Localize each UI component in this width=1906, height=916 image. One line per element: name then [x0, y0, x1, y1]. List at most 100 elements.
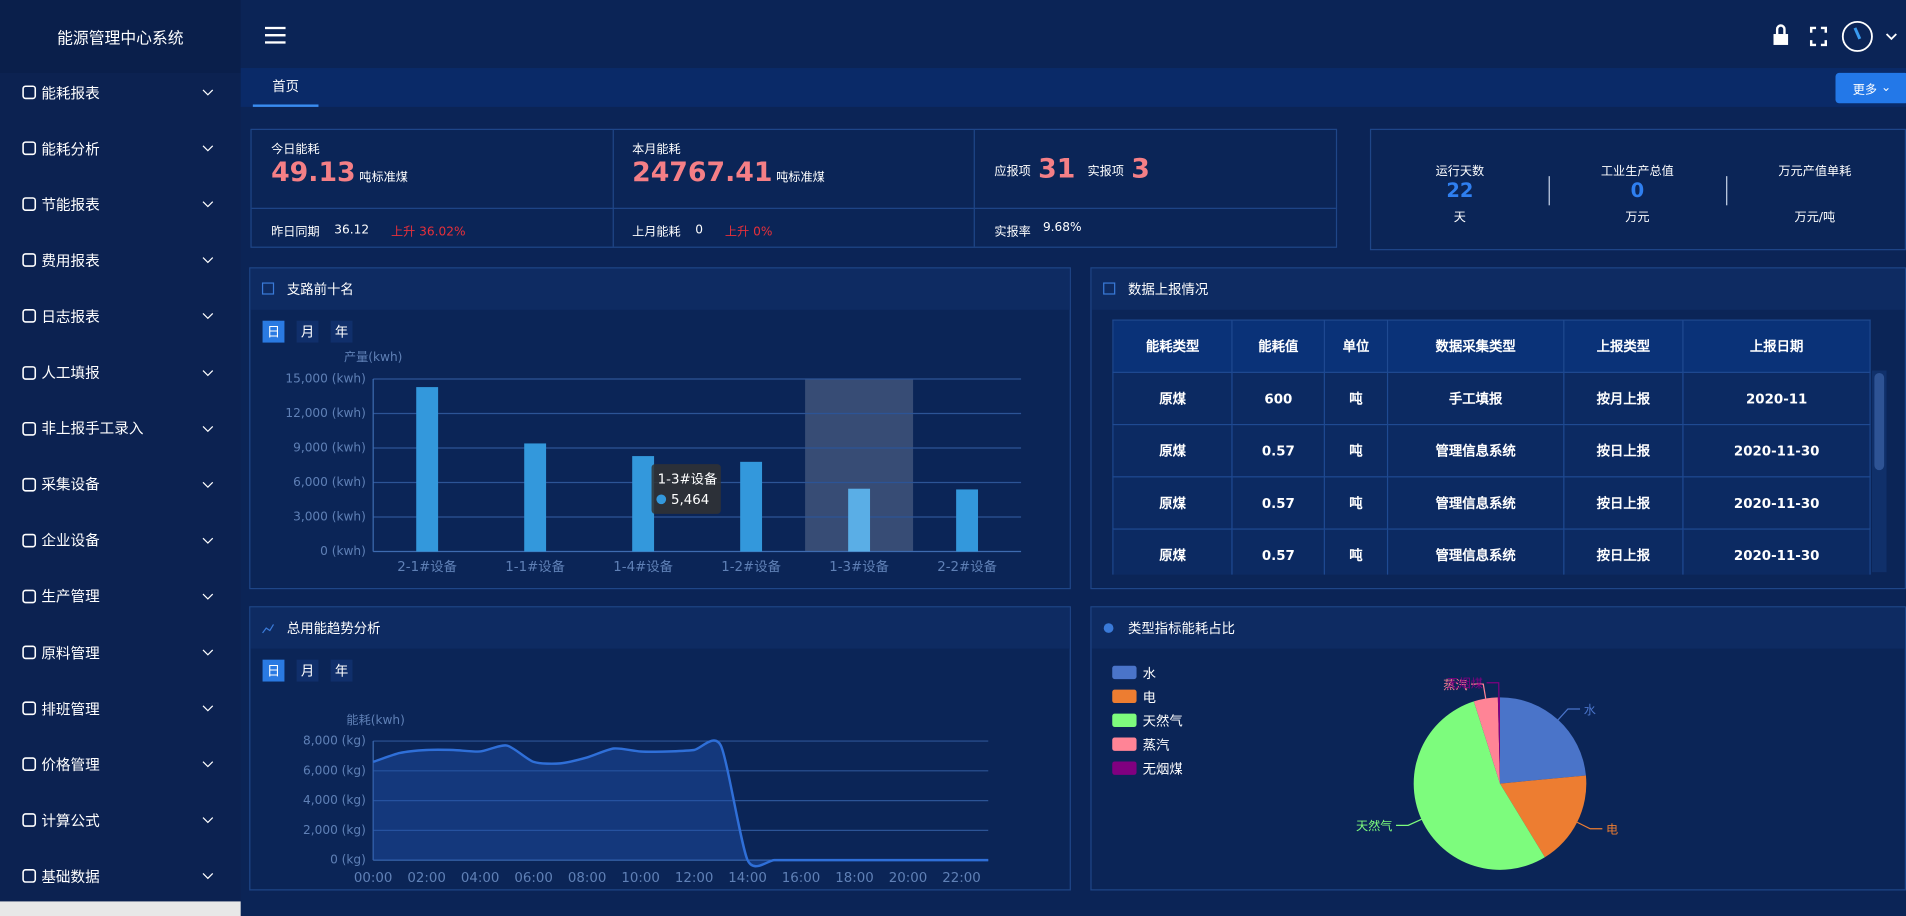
menu-item[interactable]: 费用报表	[0, 236, 241, 285]
y-tick-label: 2,000 (kg)	[303, 823, 366, 837]
compare-label: 上月能耗	[632, 225, 681, 240]
legend-label: 电	[1143, 690, 1156, 706]
menu-label: 节能报表	[41, 196, 100, 214]
stat-unit: 吨标准煤	[776, 171, 825, 185]
leader-line	[1471, 683, 1487, 699]
menu-item[interactable]: 原料管理	[0, 628, 241, 677]
pie-slice	[1497, 697, 1501, 784]
menu-icon	[22, 141, 37, 156]
y-tick-label: 8,000 (kg)	[303, 734, 366, 748]
tab[interactable]: 首页	[252, 68, 319, 107]
table-cell: 600	[1231, 371, 1325, 426]
panel-header: 支路前十名	[250, 268, 1070, 310]
lock-icon[interactable]	[1773, 24, 1789, 45]
menu-item[interactable]: 人工填报	[0, 348, 241, 397]
icon-shape	[22, 645, 37, 660]
chevron	[202, 481, 214, 488]
chevron	[202, 313, 214, 320]
table-cell: 管理信息系统	[1387, 423, 1565, 478]
menu-item[interactable]: 日志报表	[0, 292, 241, 341]
actual-label: 实报项	[1087, 165, 1124, 179]
menu-toggle[interactable]	[264, 26, 286, 44]
icon-shape	[22, 813, 37, 828]
leader-line	[1486, 682, 1500, 698]
summary-unit: 万元/吨	[1794, 211, 1836, 225]
avatar-dropdown[interactable]	[1885, 33, 1897, 41]
period-button[interactable]: 日	[262, 320, 285, 343]
menu-item[interactable]: 采集设备	[0, 460, 241, 509]
table-container: 能耗类型 能耗值 单位 数据采集类型 上报类型 上报日期 原煤 600 吨手工填报 按月上报 202…	[1112, 319, 1871, 575]
x-tick-label: 04:00	[461, 871, 500, 886]
menu-item[interactable]: 排班管理	[0, 684, 241, 733]
pie-slice	[1500, 697, 1586, 784]
table-cell: 2020-11-30	[1682, 476, 1871, 530]
x-tick-label: 2-2#设备	[937, 558, 997, 575]
icon-shape	[22, 757, 37, 772]
menu-item[interactable]: 企业设备	[0, 516, 241, 565]
menu-item[interactable]: 计算公式	[0, 796, 241, 845]
fullscreen-icon[interactable]	[1809, 26, 1827, 47]
legend-swatch	[1112, 737, 1137, 751]
menu-item[interactable]: 能耗分析	[0, 124, 241, 173]
menu-item[interactable]: 价格管理	[0, 740, 241, 789]
avatar[interactable]	[1841, 20, 1873, 52]
legend-swatch	[1112, 713, 1137, 727]
table-cell: 0.57	[1231, 528, 1325, 575]
x-tick-label: 20:00	[889, 871, 928, 886]
icon-shape	[22, 869, 37, 884]
menu-item[interactable]: 生产管理	[0, 572, 241, 621]
period-button[interactable]: 月	[296, 659, 319, 682]
summary-value: 22	[1446, 178, 1474, 202]
legend-swatch	[1112, 689, 1137, 704]
x-tick-label: 06:00	[514, 871, 553, 886]
table-cell: 0.57	[1231, 476, 1325, 530]
menu-icon	[22, 533, 37, 548]
menu-chevron	[202, 89, 214, 96]
table-cell: 2020-11-30	[1682, 528, 1871, 575]
chevron	[202, 89, 214, 96]
expected-label: 应报项	[994, 165, 1031, 179]
legend-label: 无烟煤	[1143, 762, 1183, 778]
period-button[interactable]: 年	[330, 659, 353, 682]
y-tick-label: 0 (kwh)	[320, 544, 366, 558]
chevron	[202, 873, 214, 880]
scrollbar[interactable]	[0, 901, 241, 916]
tooltip-value: 5,464	[671, 493, 709, 508]
bar	[416, 387, 439, 552]
compare-label: 昨日同期	[271, 225, 320, 240]
x-tick-label: 14:00	[728, 871, 767, 886]
period-button[interactable]: 日	[262, 659, 285, 682]
table-cell: 按日上报	[1562, 423, 1684, 478]
table-scrollbar[interactable]	[1871, 370, 1887, 573]
period-button[interactable]: 年	[330, 320, 353, 343]
menu-chevron	[202, 425, 214, 432]
x-tick-label: 22:00	[942, 871, 981, 886]
table-row: 原煤 600 吨手工填报 按月上报 2020-11	[1112, 371, 1871, 426]
chevron	[202, 425, 214, 432]
menu-item[interactable]: 非上报手工录入	[0, 404, 241, 453]
legend-label: 天然气	[1143, 713, 1183, 730]
toolbar-icons	[1773, 20, 1897, 52]
y-axis-title: 产量(kwh)	[344, 350, 402, 364]
menu-chevron	[202, 705, 214, 712]
menu-item[interactable]: 能耗报表	[0, 68, 241, 117]
table-cell: 管理信息系统	[1387, 476, 1565, 530]
menu-item[interactable]: 基础数据	[0, 852, 241, 901]
y-tick-label: 12,000 (kwh)	[285, 406, 365, 420]
summary-unit: 天	[1453, 211, 1466, 225]
menu-label: 采集设备	[41, 476, 100, 494]
table-cell: 按月上报	[1562, 371, 1684, 426]
more-button[interactable]: 更多 ⌄	[1835, 72, 1906, 104]
x-tick-label: 12:00	[675, 871, 714, 886]
stat-value: 24767.41	[632, 157, 773, 189]
panel-title: 支路前十名	[286, 281, 354, 298]
menu-chevron	[202, 873, 214, 880]
stat-label: 本月能耗	[632, 143, 681, 157]
compare-value: 0	[695, 223, 704, 237]
table-cell: 吨	[1323, 476, 1389, 530]
menu-item[interactable]: 节能报表	[0, 180, 241, 229]
x-tick-label: 02:00	[407, 871, 446, 886]
table-row: 原煤 0.57 吨管理信息系统 按日上报 2020-11-30	[1112, 423, 1871, 478]
period-button[interactable]: 月	[296, 320, 319, 343]
